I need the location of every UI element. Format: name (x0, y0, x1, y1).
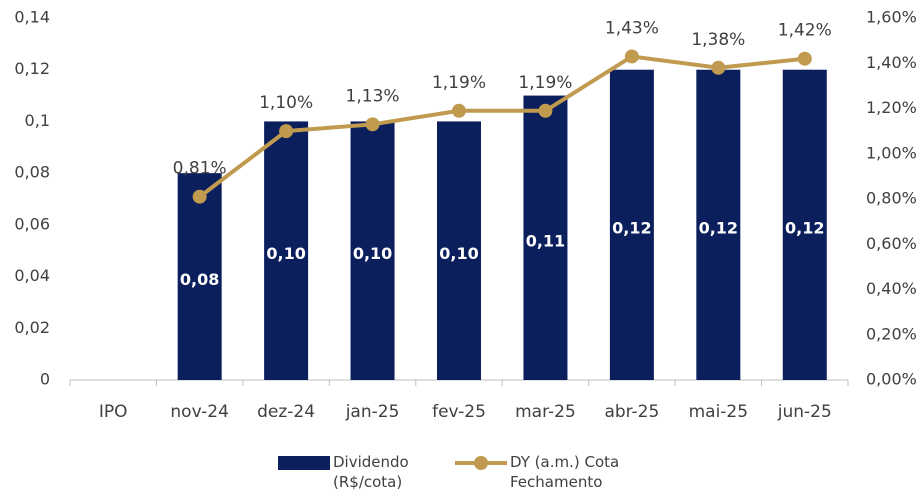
line-value-label: 1,19% (432, 73, 486, 93)
y-tick-label: 0,14 (14, 8, 50, 27)
x-tick-label: abr-25 (604, 402, 659, 422)
y2-tick-label: 0,00% (866, 370, 917, 389)
bar (177, 173, 222, 380)
legend-label: Dividendo (R$/cota) (333, 453, 409, 491)
line-value-label: 1,43% (605, 18, 659, 38)
x-tick-label: fev-25 (432, 402, 486, 422)
bar (696, 69, 741, 380)
x-tick-label: jun-25 (777, 402, 832, 422)
line-value-label: 1,42% (778, 21, 832, 41)
y-tick-label: 0,1 (25, 111, 50, 130)
line-value-label: 1,10% (259, 93, 313, 113)
dy-point (797, 51, 812, 66)
line-value-label: 1,38% (691, 30, 745, 50)
y2-tick-label: 0,80% (866, 189, 917, 208)
line-value-label: 1,19% (518, 73, 572, 93)
line-value-label: 0,81% (173, 159, 227, 179)
y2-tick-label: 0,40% (866, 279, 917, 298)
bar (523, 95, 568, 381)
bar (350, 121, 395, 380)
x-tick-label: nov-24 (170, 402, 229, 422)
dy-point (365, 117, 380, 132)
bar (437, 121, 481, 380)
y2-tick-label: 1,60% (866, 8, 917, 27)
y-tick-label: 0,02 (14, 318, 50, 337)
legend-label: DY (a.m.) Cota Fechamento (510, 453, 620, 491)
y2-tick-label: 1,40% (866, 53, 917, 72)
x-tick-label: jan-25 (345, 402, 400, 422)
bar (782, 69, 827, 380)
y2-tick-label: 1,20% (866, 98, 917, 117)
x-tick-label: IPO (99, 402, 128, 422)
x-tick-label: mar-25 (515, 402, 576, 422)
dy-point (538, 103, 553, 118)
y-tick-label: 0,12 (14, 59, 50, 78)
dy-point (279, 124, 294, 139)
y2-tick-label: 0,60% (866, 234, 917, 253)
bar (264, 121, 309, 380)
y-tick-label: 0 (40, 370, 50, 389)
bar-value-label: 0,12 (785, 218, 824, 237)
bar-value-label: 0,10 (266, 244, 305, 263)
dy-point (452, 103, 466, 118)
bar-value-label: 0,08 (180, 270, 219, 289)
bar-value-label: 0,10 (353, 244, 392, 263)
y-tick-label: 0,04 (14, 266, 50, 285)
bar-value-label: 0,11 (526, 231, 565, 250)
dy-point (711, 60, 726, 75)
y2-tick-label: 0,20% (866, 324, 917, 343)
x-tick-label: mai-25 (689, 402, 748, 422)
legend-marker (474, 456, 488, 470)
bar (609, 69, 654, 380)
bar-value-label: 0,12 (612, 218, 651, 237)
x-tick-label: dez-24 (257, 402, 315, 422)
dy-point (192, 189, 207, 204)
y-tick-label: 0,06 (14, 214, 50, 233)
legend-symbol (278, 456, 330, 470)
y-tick-label: 0,08 (14, 163, 50, 182)
line-value-label: 1,13% (346, 86, 400, 106)
y2-tick-label: 1,00% (866, 143, 917, 162)
dy-line (198, 54, 805, 199)
dy-point (624, 49, 639, 64)
bar-value-label: 0,10 (439, 244, 478, 263)
bar-value-label: 0,12 (699, 218, 738, 237)
